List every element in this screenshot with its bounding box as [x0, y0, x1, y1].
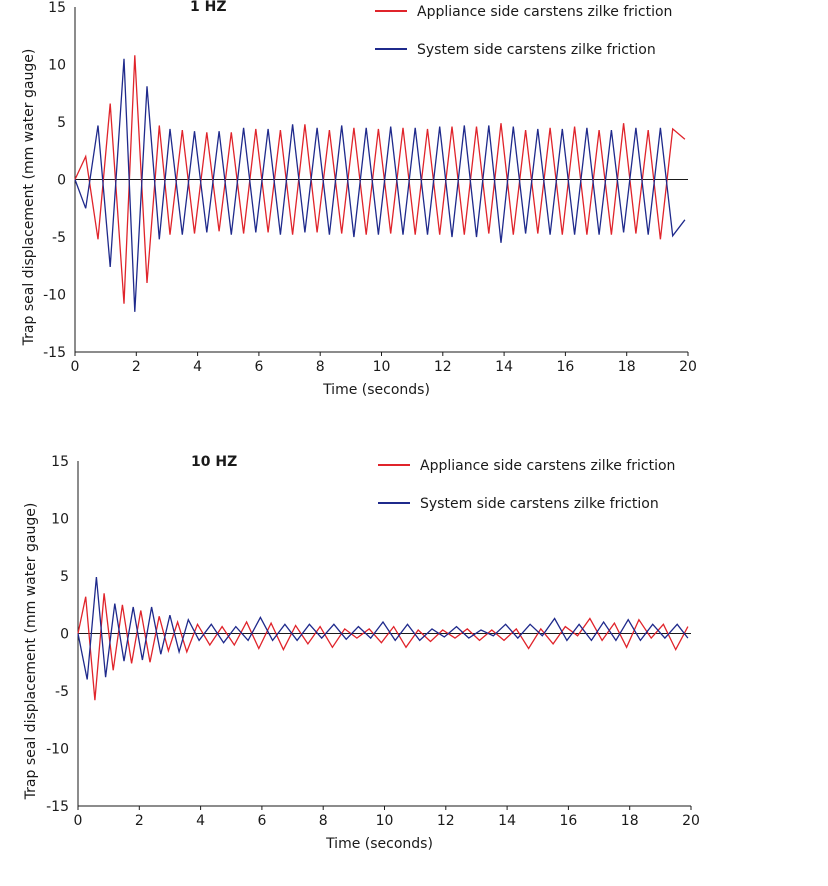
y-tick-label: -15: [46, 799, 69, 815]
y-axis-label: Trap seal displacement (mm water gauge): [21, 49, 37, 347]
x-tick-label: 16: [556, 359, 574, 375]
y-tick-label: 5: [57, 115, 66, 131]
y-tick-label: 5: [60, 569, 69, 585]
y-tick-label: -10: [46, 742, 69, 758]
y-tick-label: -15: [43, 345, 66, 361]
x-tick-label: 2: [132, 359, 141, 375]
y-tick-label: 15: [51, 454, 69, 470]
x-tick-label: 20: [679, 359, 697, 375]
x-tick-label: 12: [437, 813, 455, 829]
legend-label: System side carstens zilke friction: [417, 42, 656, 58]
series-line-appliance: [77, 593, 689, 701]
y-tick-label: 0: [60, 627, 69, 643]
series-line-system: [74, 58, 686, 312]
x-tick-label: 14: [495, 359, 513, 375]
x-tick-label: 0: [71, 359, 80, 375]
x-axis-label: Time (seconds): [325, 836, 433, 852]
y-tick-label: 10: [51, 512, 69, 528]
x-tick-label: 12: [434, 359, 452, 375]
y-tick-label: -5: [52, 230, 66, 246]
x-tick-label: 6: [254, 359, 263, 375]
y-tick-label: 15: [48, 0, 66, 16]
y-tick-label: 10: [48, 58, 66, 74]
chart-title: 10 HZ: [191, 454, 237, 470]
series-line-system: [77, 577, 689, 680]
x-tick-label: 8: [319, 813, 328, 829]
x-tick-label: 8: [316, 359, 325, 375]
y-tick-label: 0: [57, 173, 66, 189]
x-tick-label: 20: [682, 813, 700, 829]
legend-label: Appliance side carstens zilke friction: [420, 458, 675, 474]
x-tick-label: 14: [498, 813, 516, 829]
chart-title: 1 HZ: [190, 0, 226, 15]
x-tick-label: 2: [135, 813, 144, 829]
x-tick-label: 18: [621, 813, 639, 829]
series-line-appliance: [74, 55, 686, 304]
x-tick-label: 18: [618, 359, 636, 375]
y-axis-label: Trap seal displacement (mm water gauge): [23, 503, 39, 801]
x-tick-label: 4: [193, 359, 202, 375]
legend-label: Appliance side carstens zilke friction: [417, 4, 672, 20]
x-tick-label: 16: [559, 813, 577, 829]
legend-label: System side carstens zilke friction: [420, 496, 659, 512]
x-tick-label: 10: [376, 813, 394, 829]
x-axis-label: Time (seconds): [322, 382, 430, 398]
x-tick-label: 10: [373, 359, 391, 375]
x-tick-label: 0: [74, 813, 83, 829]
y-tick-label: -5: [55, 684, 69, 700]
x-tick-label: 4: [196, 813, 205, 829]
y-tick-label: -10: [43, 288, 66, 304]
x-tick-label: 6: [257, 813, 266, 829]
